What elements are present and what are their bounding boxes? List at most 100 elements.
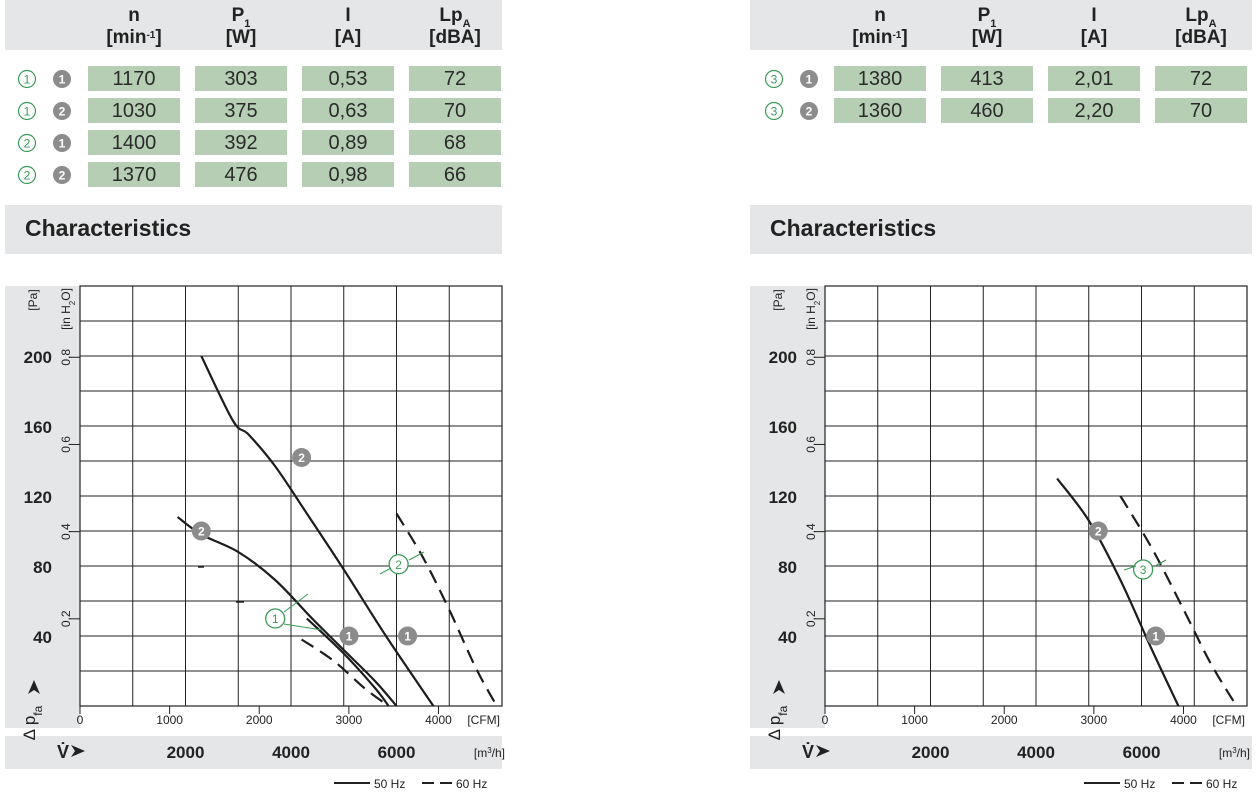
value-cell-text: 2,01 [1075,68,1114,90]
cfm-unit-label: [CFM] [1212,713,1245,727]
characteristics-chart-2: Characteristics40801201602000,20,40,60,8… [750,205,1252,791]
pa-tick-label: 120 [769,488,797,507]
value-cell-text: 1370 [112,164,157,186]
y-axis-band [750,286,825,728]
flow-axis-title: V̇ [57,741,69,762]
value-cell [1048,66,1140,91]
column-header-unit: [W] [226,27,257,48]
value-cell-text: 66 [444,164,466,186]
curve-mode-marker-label: 1 [346,630,353,644]
value-cell [409,98,501,123]
column-header-symbol: LpA [1185,5,1216,30]
legend-dashed-label: 60 Hz [1206,777,1237,791]
column-header-symbol: I [345,5,350,26]
leader-line [1154,559,1167,567]
value-cell-text: 72 [1190,68,1212,90]
value-cell-text: 476 [224,164,257,186]
pa-tick-label: 40 [778,628,797,647]
value-cell [834,66,926,91]
curve-id-marker [265,608,286,629]
curve-mode-marker-label: 1 [404,630,411,644]
value-cell-text: 375 [224,100,257,122]
curve-mode-marker-label: 2 [1095,525,1102,539]
value-cell-text: 0,53 [329,68,368,90]
flow-axis-title: V̇ [802,741,814,762]
column-header-unit: [dBA] [429,27,481,48]
pa-tick-label: 120 [24,488,52,507]
cfm-tick-label: 2000 [246,713,273,727]
pa-tick-label: 200 [769,348,797,367]
cfm-tick-label: 3000 [1081,713,1108,727]
value-cell-text: 0,98 [329,164,368,186]
curve-number-label: 3 [771,105,778,119]
operating-mode-label: 1 [806,73,813,87]
value-cell [941,98,1033,123]
curve-mode-marker-label: 1 [1152,630,1159,644]
legend-solid-label: 50 Hz [374,777,405,791]
value-cell [1155,98,1247,123]
section-title-band [5,205,502,254]
inh2o-tick-label: 0,8 [59,349,73,366]
column-header-unit: [A] [335,27,361,48]
value-cell [302,162,394,187]
value-cell-text: 392 [224,132,257,154]
inh2o-tick-label: 0,6 [59,436,73,453]
m3h-tick-label: 4000 [1017,743,1055,762]
inh2o-tick-label: 0,4 [804,523,818,540]
column-header-symbol: n [874,5,886,26]
pressure-axis-title: Δ pfa [765,705,790,740]
column-header-symbol: P1 [978,5,997,30]
inh2o-unit-label: [in H2O] [59,288,77,330]
curve-id-marker-label: 3 [1140,563,1147,577]
curve-number-badge [17,165,37,185]
column-header-unit: [W] [972,27,1003,48]
plot-frame [79,285,503,707]
inh2o-unit-label: [in H2O] [804,288,822,330]
cfm-tick-label: 3000 [336,713,363,727]
value-cell [409,162,501,187]
curve-id-marker [388,554,409,575]
column-header-symbol: LpA [439,5,470,30]
curve-number-label: 2 [24,137,31,151]
cfm-tick-label: 4000 [1170,713,1197,727]
inh2o-tick-label: 0,4 [59,523,73,540]
cfm-tick-label: 0 [822,713,829,727]
value-cell-text: 1360 [858,100,903,122]
marker-leader-lines [198,551,1167,631]
value-cell-text: 2,20 [1075,100,1114,122]
operating-mode-badge [53,70,71,88]
plot-frame [824,285,1248,707]
value-cell-text: 1400 [112,132,157,154]
leader-line [408,551,425,561]
value-cell [88,130,180,155]
section-title-band [750,205,1252,254]
m3h-unit-label: [m3/h] [1219,746,1250,761]
value-cell [88,66,180,91]
value-cell [941,66,1033,91]
operating-mode-label: 1 [59,137,66,151]
curve-mode-marker [1146,626,1166,646]
operating-mode-label: 2 [59,105,66,119]
value-cell-text: 70 [1190,100,1212,122]
curve-number-badge [17,69,37,89]
value-cell-text: 0,89 [329,132,368,154]
m3h-tick-label: 6000 [378,743,416,762]
flow-arrow-icon [816,745,830,757]
column-header-symbol: n [128,5,140,26]
inh2o-tick-label: 0,8 [804,349,818,366]
cfm-tick-label: 0 [77,713,84,727]
y-axis-band [5,286,80,728]
value-cell-text: 1030 [112,100,157,122]
table-header-band [5,0,502,50]
curve-mode-marker-label: 2 [298,451,305,465]
pressure-arrow-icon [28,680,40,694]
value-cell [302,66,394,91]
operating-mode-label: 1 [59,73,66,87]
value-cell [195,66,287,91]
column-header-symbol: P1 [232,5,251,30]
x-axis-band [750,736,1252,769]
flow-arrow-icon [71,745,85,757]
table-header-band [750,0,1252,50]
value-cell [409,66,501,91]
value-cell-text: 72 [444,68,466,90]
